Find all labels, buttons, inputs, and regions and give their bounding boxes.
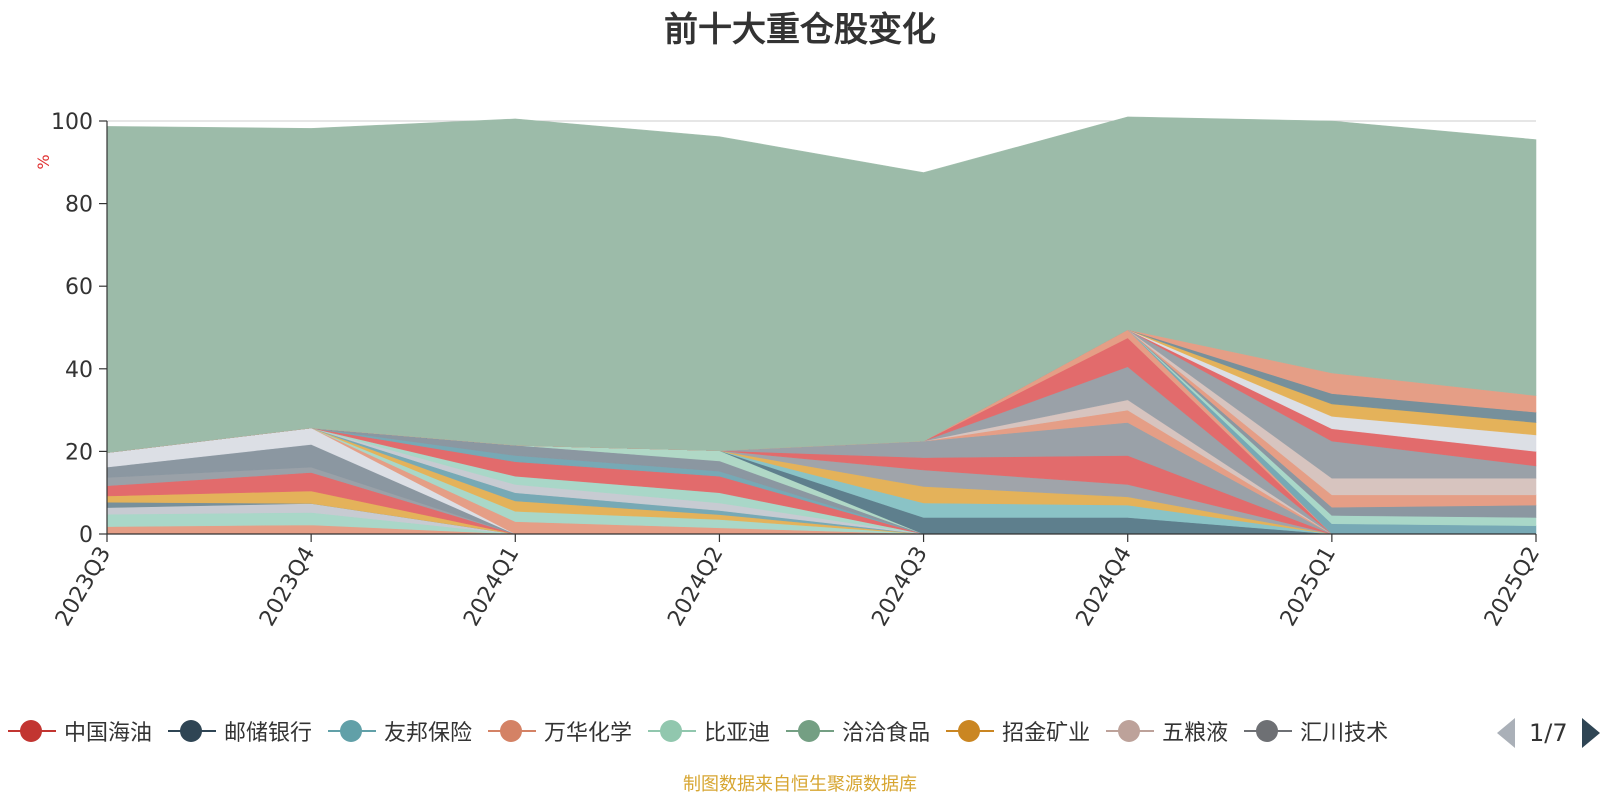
legend-label: 万华化学 <box>544 721 633 746</box>
legend-next-arrow-icon[interactable] <box>1581 718 1600 748</box>
legend-marker-icon <box>1244 719 1293 743</box>
y-tick-label-5: 100 <box>51 110 93 135</box>
legend-pager: 1/7 <box>1497 715 1600 751</box>
x-tick-label-3: 2024Q2 <box>663 543 728 631</box>
legend-marker-icon <box>8 719 56 743</box>
source-note: 制图数据来自恒生聚源数据库 <box>683 774 917 795</box>
y-tick-label-4: 80 <box>65 193 93 218</box>
legend-prev-arrow-icon[interactable] <box>1497 718 1515 748</box>
area-series-layer <box>106 116 1537 535</box>
x-tick-label-6: 2025Q1 <box>1276 543 1341 631</box>
legend-item-8[interactable]: 汇川技术 <box>1244 715 1388 747</box>
y-tick-label-1: 20 <box>65 440 93 465</box>
legend-label: 邮储银行 <box>224 721 313 746</box>
legend-label: 招金矿业 <box>1002 721 1091 746</box>
legend-marker-icon <box>946 719 995 743</box>
legend: 中国海油 邮储银行 友邦保险 万华化学 比亚迪 洽洽食品 招金矿业 五粮液 汇川技术 <box>0 715 1480 751</box>
y-axis-label: % <box>34 154 53 169</box>
legend-label: 中国海油 <box>64 721 153 746</box>
legend-label: 友邦保险 <box>384 721 473 746</box>
x-tick-label-4: 2024Q3 <box>867 543 932 631</box>
y-tick-label-3: 60 <box>65 275 93 300</box>
legend-marker-icon <box>648 719 697 743</box>
x-tick-label-5: 2024Q4 <box>1072 543 1137 631</box>
y-tick-label-2: 40 <box>65 358 93 383</box>
legend-label: 洽洽食品 <box>842 721 931 746</box>
x-tick-label-1: 2023Q4 <box>255 543 320 631</box>
legend-item-1[interactable]: 邮储银行 <box>168 715 312 747</box>
legend-label: 五粮液 <box>1162 721 1229 746</box>
legend-item-7[interactable]: 五粮液 <box>1106 715 1228 747</box>
legend-page-indicator: 1/7 <box>1529 719 1568 747</box>
stacked-area-chart: 0 20 40 60 80 100 2023Q3 2023Q4 2024Q1 2024Q2 2024… <box>34 110 1545 631</box>
legend-item-6[interactable]: 招金矿业 <box>946 715 1090 747</box>
legend-label: 比亚迪 <box>704 721 771 746</box>
legend-label: 汇川技术 <box>1300 721 1389 746</box>
legend-item-5[interactable]: 洽洽食品 <box>786 715 930 747</box>
legend-marker-icon <box>786 719 835 743</box>
legend-marker-icon <box>1106 719 1155 743</box>
legend-marker-icon <box>488 719 537 743</box>
legend-marker-icon <box>168 719 217 743</box>
y-tick-label-0: 0 <box>79 523 93 548</box>
legend-marker-icon <box>328 719 377 743</box>
legend-item-4[interactable]: 比亚迪 <box>648 715 770 747</box>
area-series-41 <box>106 116 1537 453</box>
chart-title: 前十大重仓股变化 <box>664 10 936 50</box>
legend-item-3[interactable]: 万华化学 <box>488 715 632 747</box>
x-tick-label-0: 2023Q3 <box>51 543 116 631</box>
x-tick-label-7: 2025Q2 <box>1480 543 1545 631</box>
legend-item-2[interactable]: 友邦保险 <box>328 715 472 747</box>
legend-item-0[interactable]: 中国海油 <box>8 715 152 747</box>
x-tick-label-2: 2024Q1 <box>459 543 524 631</box>
